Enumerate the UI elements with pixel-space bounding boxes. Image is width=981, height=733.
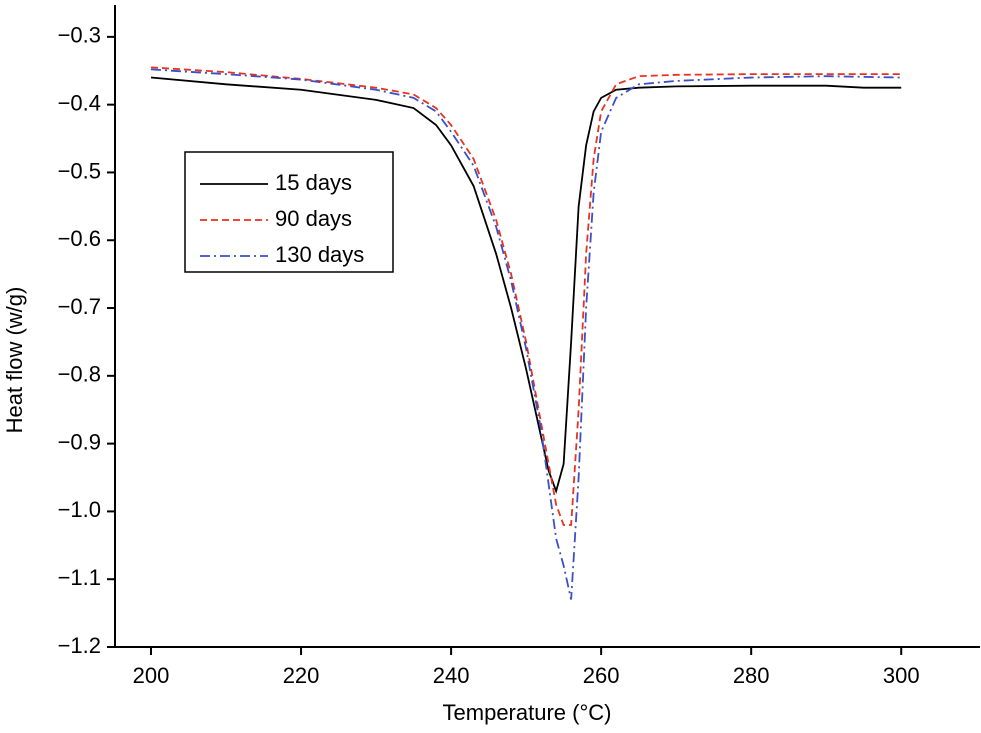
legend-label: 90 days [275, 206, 352, 231]
x-axis-label: Temperature (°C) [443, 700, 612, 725]
y-tick-label: −1.1 [58, 565, 101, 590]
x-tick-label: 200 [133, 663, 170, 688]
y-tick-label: −0.4 [58, 90, 101, 115]
x-tick-label: 240 [433, 663, 470, 688]
legend-label: 130 days [275, 242, 364, 267]
y-tick-label: −1.0 [58, 497, 101, 522]
y-tick-label: −1.2 [58, 633, 101, 658]
y-tick-label: −0.9 [58, 429, 101, 454]
y-tick-label: −0.3 [58, 23, 101, 48]
x-tick-label: 280 [733, 663, 770, 688]
legend-box [184, 151, 394, 273]
x-tick-label: 300 [883, 663, 920, 688]
series-line [150, 76, 902, 495]
series-line [150, 66, 902, 526]
y-tick-label: −0.8 [58, 362, 101, 387]
y-axis-label: Heat flow (w/g) [2, 287, 27, 434]
legend-label: 15 days [275, 170, 352, 195]
y-tick-label: −0.6 [58, 226, 101, 251]
x-tick-label: 220 [283, 663, 320, 688]
x-tick-label: 260 [583, 663, 620, 688]
y-tick-label: −0.7 [58, 294, 101, 319]
series-line [150, 68, 902, 600]
y-tick-label: −0.5 [58, 158, 101, 183]
